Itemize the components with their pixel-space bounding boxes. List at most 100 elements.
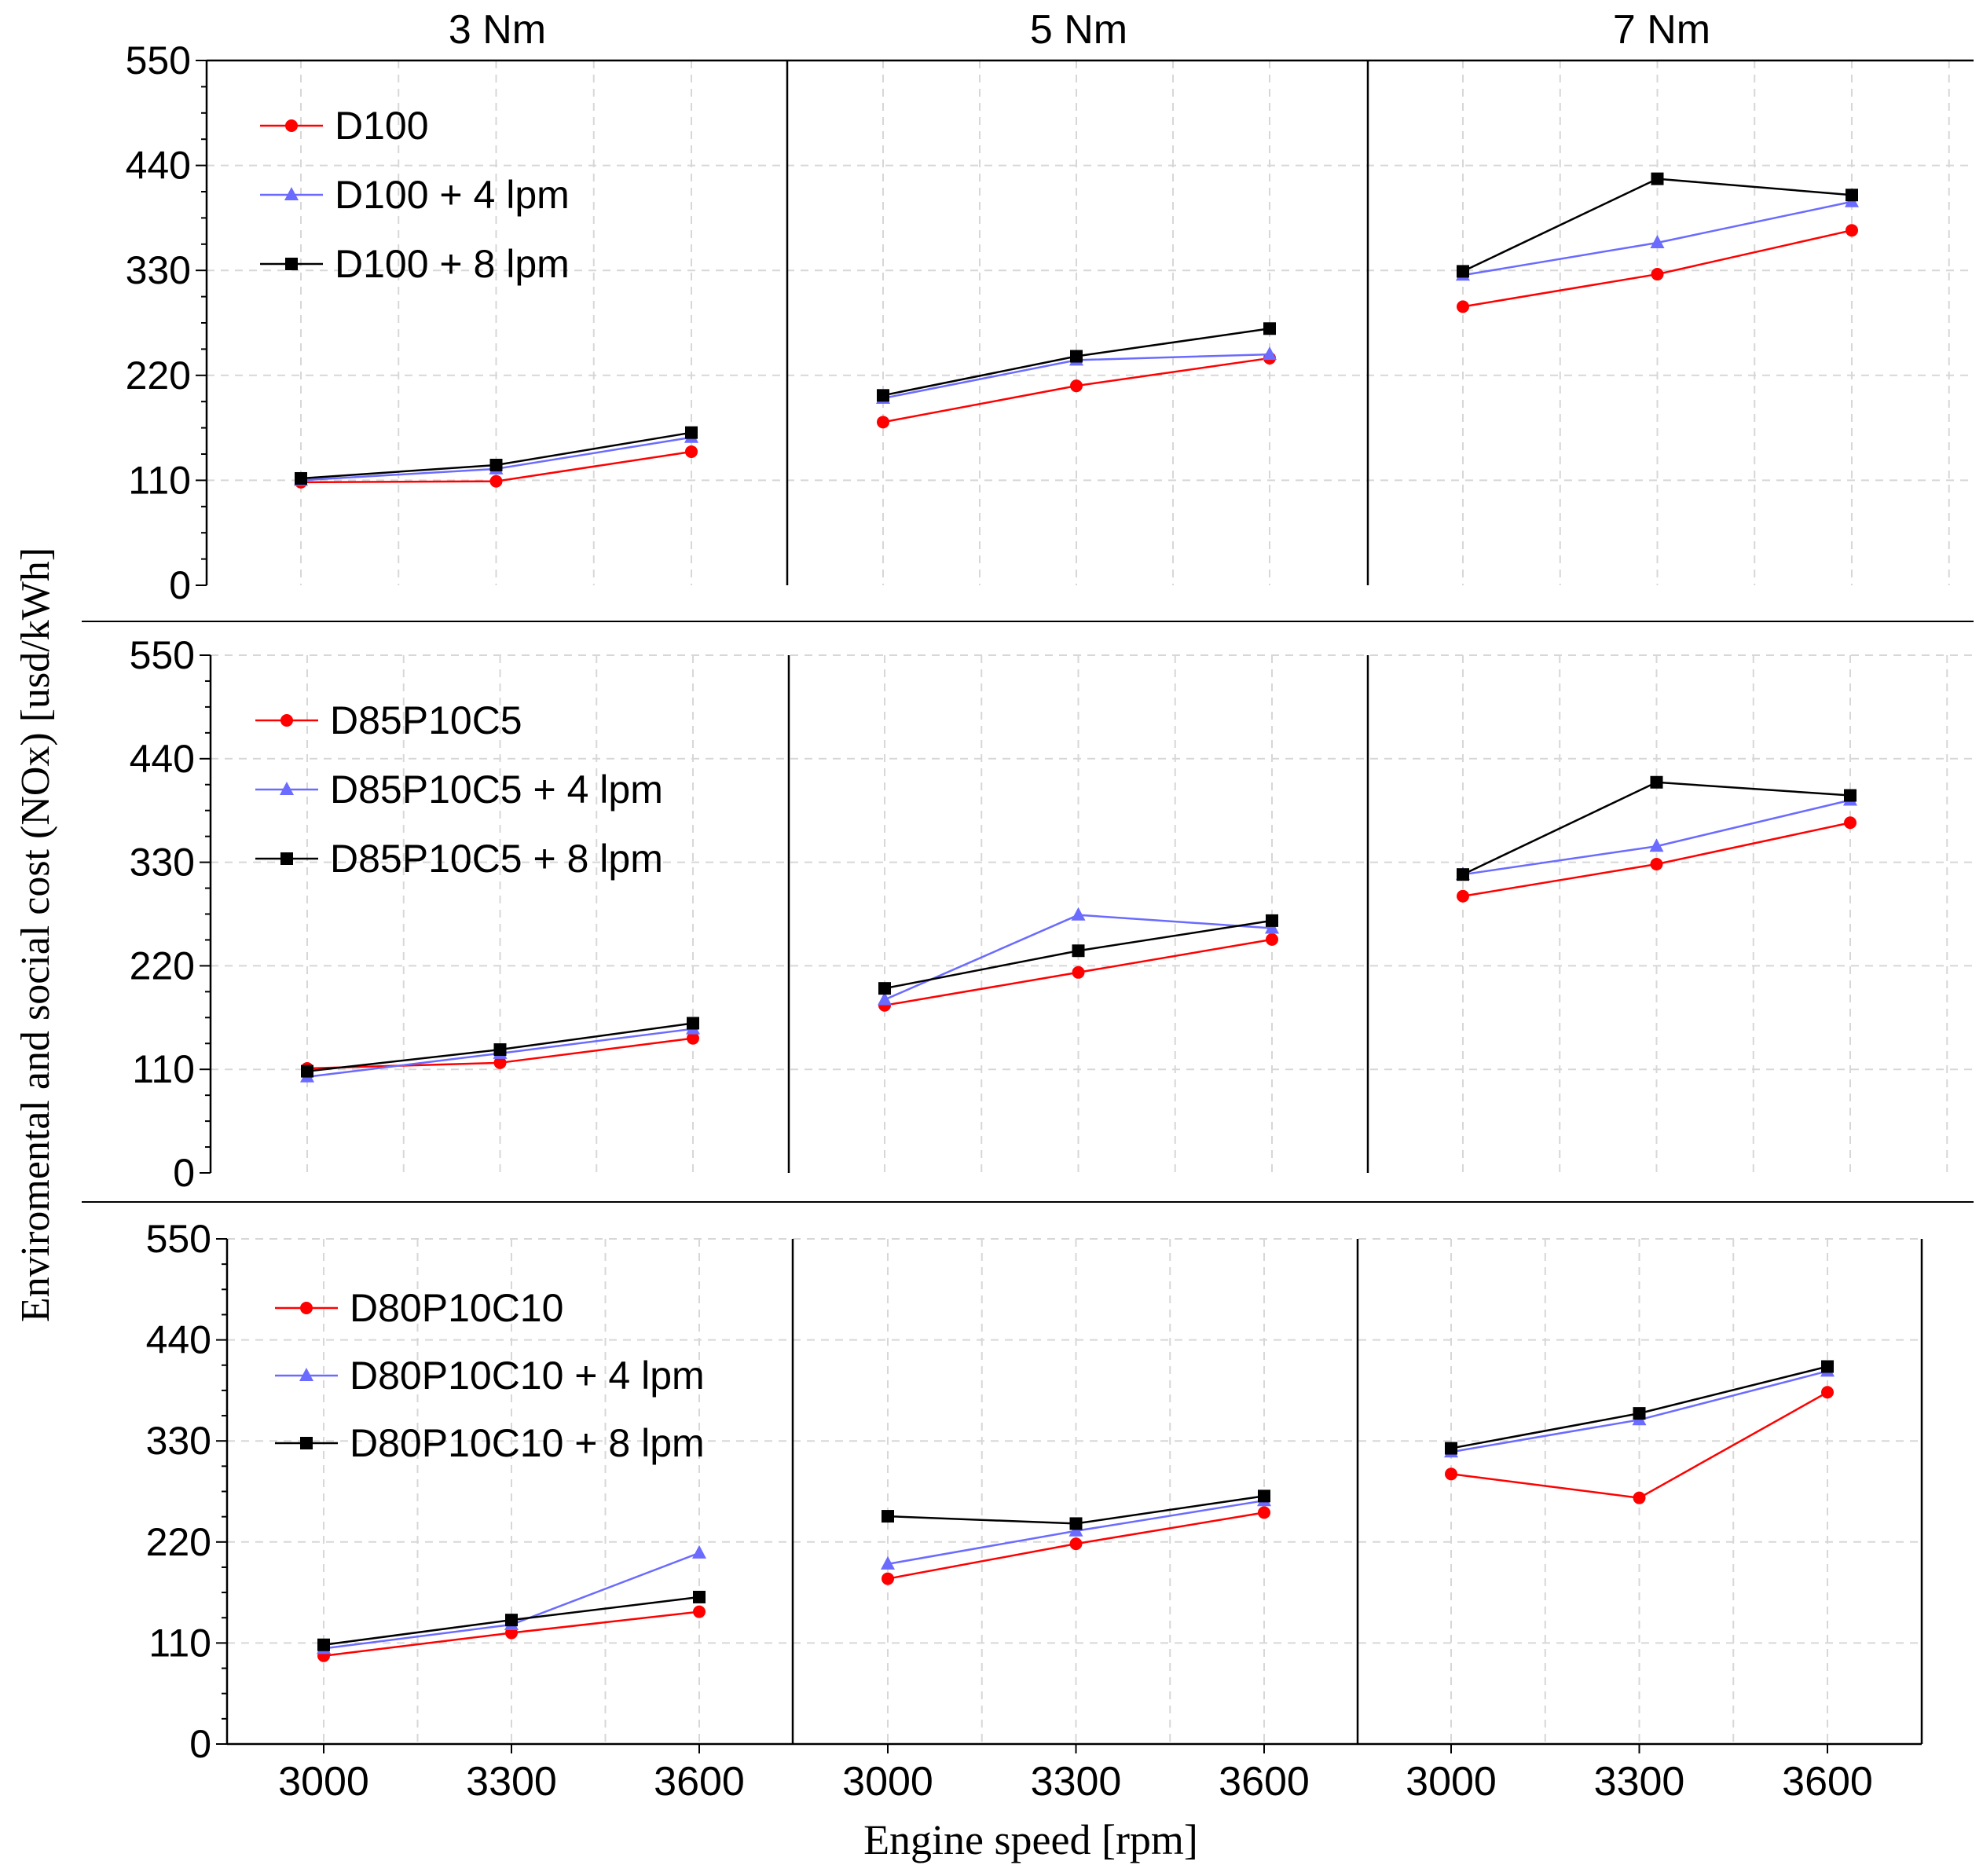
data-point [1072, 965, 1085, 979]
legend-marker [280, 782, 294, 795]
legend-label: D100 + 4 lpm [335, 173, 570, 217]
data-point [687, 1031, 699, 1045]
y-axis-title: Enviromental and social cost (NOx) [usd/… [13, 548, 58, 1322]
legend-marker [284, 187, 299, 200]
data-point [1072, 944, 1085, 958]
x-axis-title: Engine speed [rpm] [863, 1816, 1198, 1863]
data-point [1070, 350, 1083, 363]
legend-marker [300, 1437, 313, 1449]
text-layer: 3 Nm 5 Nm 7 Nm Engine speed [rpm] Enviro… [13, 7, 1873, 1863]
y-tick-label: 330 [146, 1419, 211, 1463]
data-point [882, 1510, 894, 1523]
x-tick-label: 3600 [1219, 1759, 1310, 1805]
data-point [877, 389, 889, 402]
data-point [489, 458, 503, 471]
data-point [1069, 1537, 1083, 1551]
data-point [1651, 268, 1664, 281]
data-point [692, 1544, 706, 1559]
data-point [1069, 1517, 1083, 1530]
y-tick-label: 550 [146, 1217, 211, 1261]
data-point [1844, 816, 1857, 830]
legend-marker [285, 119, 298, 132]
column-title-5nm: 5 Nm [1030, 7, 1127, 53]
legend-marker [300, 1302, 313, 1314]
data-point [693, 1605, 706, 1618]
data-point [882, 1572, 894, 1585]
legend-label: D85P10C5 + 8 lpm [330, 837, 663, 881]
y-tick-label: 440 [146, 1318, 211, 1362]
legend-marker [280, 714, 293, 727]
y-tick-label: 0 [173, 1151, 195, 1195]
data-point [877, 416, 889, 429]
data-point [878, 991, 892, 1006]
data-point [1650, 857, 1663, 870]
data-point [1266, 933, 1278, 946]
data-point [1258, 1506, 1270, 1519]
data-point [1650, 234, 1665, 248]
legend-label: D100 [335, 104, 429, 148]
data-point [1821, 1386, 1834, 1399]
y-tick-label: 0 [169, 563, 191, 607]
grid-layer [207, 60, 1974, 1744]
data-point [878, 982, 891, 995]
legend-layer: D100 D100 + 4 lpm D100 + 8 lpm D85P10C5 D85P… [255, 104, 705, 1465]
data-point [295, 471, 307, 485]
data-point [1633, 1491, 1646, 1504]
data-point [1071, 907, 1086, 921]
data-point [1844, 789, 1857, 802]
legend-marker [299, 1368, 313, 1381]
data-point [1070, 379, 1083, 393]
legend-label: D80P10C10 [350, 1286, 563, 1330]
y-tick-label: 220 [130, 943, 195, 987]
y-tick-label: 550 [126, 38, 191, 82]
data-point [693, 1590, 706, 1603]
data-point [881, 1555, 895, 1570]
data-point [1846, 189, 1858, 202]
x-tick-label: 3000 [1406, 1759, 1497, 1805]
data-point [489, 474, 503, 488]
data-point [1263, 346, 1277, 361]
data-point [685, 445, 698, 458]
legend-marker [280, 852, 293, 865]
data-point [1650, 775, 1663, 789]
legend-label: D85P10C5 + 4 lpm [330, 768, 663, 812]
y-tick-label: 0 [189, 1722, 211, 1766]
x-tick-label: 3300 [466, 1759, 557, 1805]
x-tick-label: 3600 [1782, 1759, 1873, 1805]
data-point [1649, 838, 1664, 852]
y-tick-label: 110 [128, 458, 191, 502]
data-point [1846, 224, 1858, 237]
y-tick-label: 330 [130, 841, 195, 885]
y-tick-label: 330 [126, 248, 191, 292]
data-point [1633, 1407, 1646, 1420]
data-point [493, 1043, 507, 1057]
data-point [687, 1017, 699, 1030]
data-point [505, 1614, 518, 1627]
data-point [301, 1064, 313, 1078]
x-tick-label: 3300 [1031, 1759, 1122, 1805]
data-point [1457, 868, 1469, 881]
data-point [1445, 1442, 1457, 1455]
data-point [1651, 172, 1664, 185]
legend-label: D85P10C5 [330, 698, 522, 742]
data-point [1821, 1360, 1834, 1373]
x-tick-label: 3000 [278, 1759, 369, 1805]
x-tick-label: 3000 [842, 1759, 933, 1805]
data-point [1445, 1467, 1457, 1481]
data-point [685, 426, 698, 439]
column-title-7nm: 7 Nm [1613, 7, 1710, 53]
data-point [1457, 265, 1469, 278]
legend-label: D80P10C10 + 4 lpm [350, 1354, 705, 1398]
legend-marker [285, 258, 298, 270]
legend-label: D80P10C10 + 8 lpm [350, 1421, 705, 1465]
y-tick-label: 440 [130, 737, 195, 781]
data-point [1457, 889, 1469, 903]
y-tick-label: 220 [126, 354, 191, 398]
y-tick-label: 550 [130, 633, 195, 677]
legend-label: D100 + 8 lpm [335, 242, 570, 286]
y-tick-label: 110 [148, 1621, 211, 1665]
data-point [1457, 300, 1469, 313]
series-layer [294, 172, 1859, 1662]
data-point [1263, 322, 1276, 335]
